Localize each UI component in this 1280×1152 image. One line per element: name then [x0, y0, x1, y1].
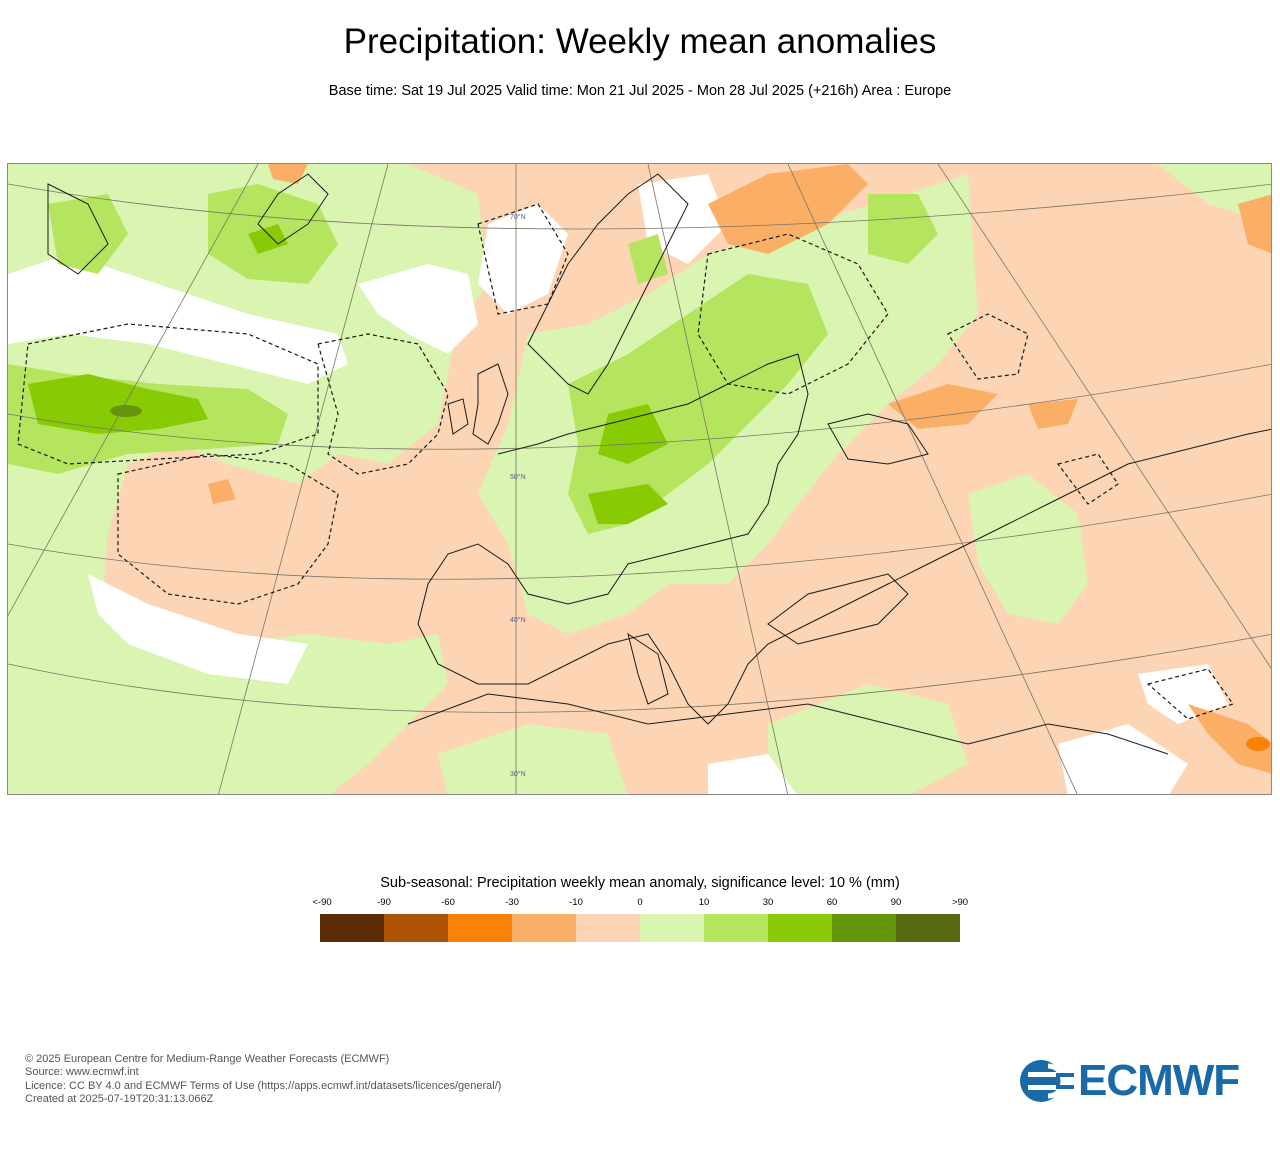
footer-licence: Licence: CC BY 4.0 and ECMWF Terms of Us…: [25, 1079, 502, 1092]
legend-tick: -10: [569, 897, 583, 908]
significance-contours: [17, 203, 1234, 720]
legend-swatch: [768, 914, 832, 942]
legend-swatch: [320, 914, 384, 942]
legend-swatch: [512, 914, 576, 942]
legend-swatch: [384, 914, 448, 942]
legend-title: Sub-seasonal: Precipitation weekly mean …: [380, 875, 900, 891]
map-canvas: 70°N 50°N 40°N 30°N: [8, 164, 1271, 794]
legend-tick: 90: [890, 897, 902, 908]
ecmwf-logo-mark-icon: [1020, 1060, 1074, 1102]
legend-swatch: [832, 914, 896, 942]
legend-tick: -60: [441, 897, 455, 908]
legend-tick: -90: [377, 897, 391, 908]
footer-copyright: © 2025 European Centre for Medium-Range …: [25, 1053, 390, 1065]
footer-credits: © 2025 European Centre for Medium-Range …: [25, 1053, 501, 1106]
ecmwf-logo: ECMWF: [1018, 1058, 1258, 1104]
lat-label-30: 30°N: [510, 770, 526, 778]
lat-label-50: 50°N: [510, 473, 526, 481]
anomaly-peak-east: [1246, 737, 1270, 751]
chart-title: Precipitation: Weekly mean anomalies: [343, 22, 937, 61]
legend-swatch: [448, 914, 512, 942]
legend-tick: -30: [505, 897, 519, 908]
lat-label-40: 40°N: [510, 616, 526, 624]
legend-swatch: [704, 914, 768, 942]
legend-colorbar: [320, 914, 960, 942]
graticule: [8, 164, 1271, 794]
legend-swatch: [576, 914, 640, 942]
anomaly-neutral: [8, 174, 1228, 794]
coastlines: [47, 173, 1271, 755]
europe-anomaly-map: 70°N 50°N 40°N 30°N: [7, 163, 1272, 795]
footer-created: Created at 2025-07-19T20:31:13.066Z: [25, 1092, 214, 1105]
footer-source: Source: www.ecmwf.int: [25, 1066, 139, 1079]
anomaly-negative-medium: [208, 164, 1271, 774]
legend-tick: <-90: [312, 897, 332, 908]
anomaly-positive-strong: [28, 224, 668, 524]
lat-label-70: 70°N: [510, 213, 526, 221]
chart-subtitle: Base time: Sat 19 Jul 2025 Valid time: M…: [328, 83, 952, 99]
legend-swatch: [896, 914, 960, 942]
legend-swatch: [640, 914, 704, 942]
legend-tick: 10: [698, 897, 710, 908]
ecmwf-logo-text: ECMWF: [1078, 1056, 1240, 1105]
legend-tick: 0: [637, 897, 643, 908]
legend-ticks: <-90 -90 -60 -30 -10 0 10 30 60 90 >90: [300, 897, 980, 911]
legend-tick: 60: [826, 897, 838, 908]
legend-tick: >90: [951, 897, 969, 908]
anomaly-peak-atlantic: [110, 405, 142, 417]
legend-tick: 30: [762, 897, 774, 908]
